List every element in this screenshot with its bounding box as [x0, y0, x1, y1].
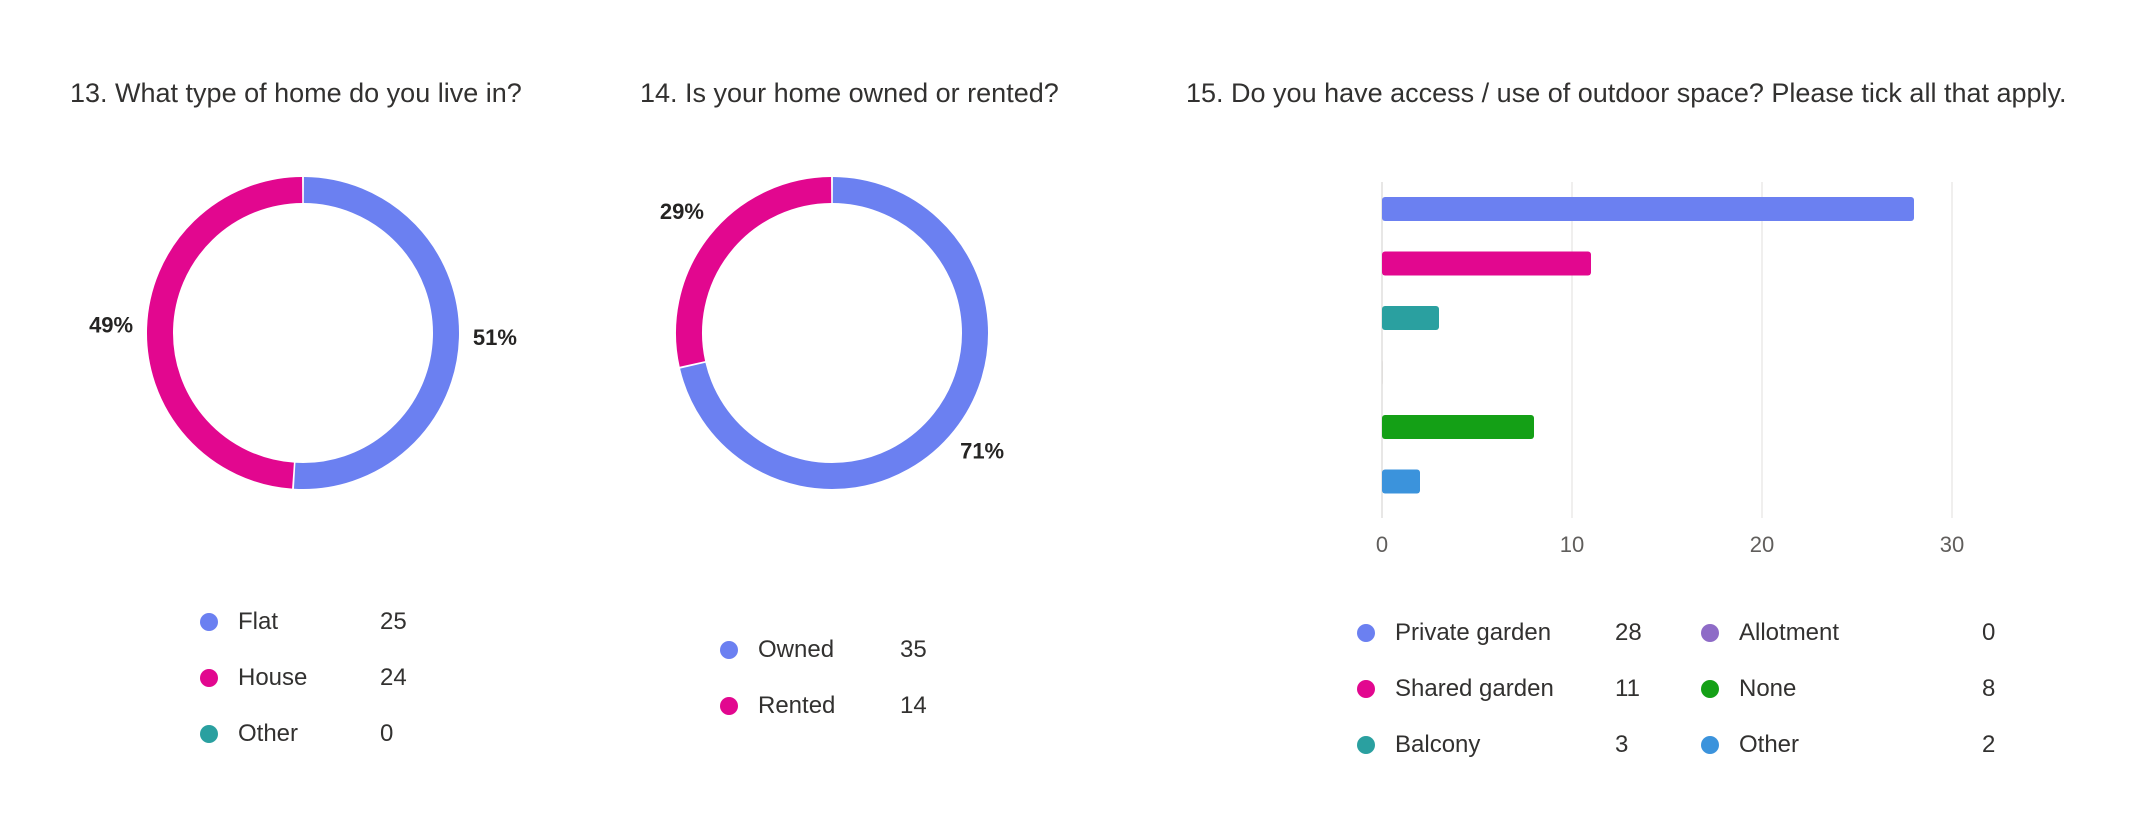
chart-title-outdoor-space: 15. Do you have access / use of outdoor … — [1186, 78, 2067, 108]
outdoor-legend-item-allotment[interactable]: Allotment 0 — [1701, 618, 1995, 648]
home-type-legend-item-flat[interactable]: Flat 25 — [200, 607, 407, 637]
legend-count: 0 — [1982, 619, 1996, 646]
ownership-slice-owned[interactable] — [680, 177, 988, 489]
legend-dot-icon — [200, 669, 218, 687]
chart-panel-outdoor-space: 15. Do you have access / use of outdoor … — [1180, 0, 2153, 813]
outdoor-legend-item-shared-garden[interactable]: Shared garden 11 — [1357, 674, 1640, 704]
bar-balcony[interactable] — [1382, 306, 1439, 330]
legend-dot-icon — [1701, 624, 1719, 642]
legend-count: 8 — [1982, 675, 1996, 702]
ownership-legend-item-rented[interactable]: Rented 14 — [720, 691, 927, 721]
ownership-legend-item-owned[interactable]: Owned 35 — [720, 635, 927, 665]
donut-chart-home-type: 51% 49% — [89, 177, 517, 489]
legend-count: 14 — [900, 692, 927, 719]
legend-dot-icon — [720, 641, 738, 659]
donut-chart-ownership: 71% 29% — [660, 177, 1004, 489]
legend-label: Flat — [238, 608, 279, 635]
legend-dot-icon — [1357, 624, 1375, 642]
legend-count: 11 — [1615, 675, 1640, 702]
x-tick-label-0: 0 — [1376, 532, 1388, 557]
legend-label: Rented — [758, 692, 836, 719]
legend-dot-icon — [200, 725, 218, 743]
chart-title-home-type: 13. What type of home do you live in? — [70, 78, 522, 108]
legend-label: Private garden — [1395, 619, 1552, 646]
legend-count: 28 — [1615, 619, 1642, 646]
home-type-legend-item-other[interactable]: Other 0 — [200, 719, 393, 749]
legend-label: Owned — [758, 636, 835, 663]
legend-count: 25 — [380, 608, 407, 635]
chart-panel-home-type: 13. What type of home do you live in? 51… — [0, 0, 640, 813]
legend-count: 24 — [380, 664, 407, 691]
bar-private-garden[interactable] — [1382, 197, 1914, 221]
chart-title-ownership: 14. Is your home owned or rented? — [640, 78, 1059, 108]
legend-dot-icon — [200, 613, 218, 631]
legend-label: Balcony — [1395, 731, 1481, 758]
home-type-slice-flat[interactable] — [293, 177, 459, 489]
ownership-slice-rented[interactable] — [676, 177, 832, 367]
legend-count: 0 — [380, 720, 394, 747]
x-tick-label-20: 20 — [1750, 532, 1774, 557]
outdoor-legend-item-none[interactable]: None 8 — [1701, 674, 1995, 704]
bar-shared-garden[interactable] — [1382, 251, 1591, 276]
legend-dot-icon — [1701, 736, 1719, 754]
bar-chart-outdoor-space: 0 10 20 30 — [1376, 182, 1964, 557]
outdoor-legend-item-balcony[interactable]: Balcony 3 — [1357, 730, 1628, 760]
legend-dot-icon — [720, 697, 738, 715]
legend-label: Other — [1739, 731, 1800, 758]
home-type-legend-item-house[interactable]: House 24 — [200, 663, 407, 693]
home-type-percent-label-house: 49% — [89, 313, 133, 338]
ownership-percent-label-owned: 71% — [960, 439, 1004, 464]
bar-allotment[interactable] — [1382, 360, 1383, 385]
legend-label: None — [1739, 675, 1797, 702]
bar-none[interactable] — [1382, 415, 1534, 439]
outdoor-legend-item-private-garden[interactable]: Private garden 28 — [1357, 618, 1642, 648]
chart-panel-ownership: 14. Is your home owned or rented? 71% 29%… — [640, 0, 1180, 813]
home-type-percent-label-flat: 51% — [473, 325, 517, 350]
legend-dot-icon — [1357, 736, 1375, 754]
ownership-percent-label-rented: 29% — [660, 199, 704, 224]
bar-other[interactable] — [1382, 469, 1420, 494]
legend-label: Other — [238, 720, 299, 747]
legend-label: Allotment — [1739, 619, 1840, 646]
x-tick-label-10: 10 — [1560, 532, 1584, 557]
legend-count: 3 — [1615, 731, 1629, 758]
legend-count: 2 — [1982, 731, 1996, 758]
legend-dot-icon — [1701, 680, 1719, 698]
outdoor-legend-item-other[interactable]: Other 2 — [1701, 730, 1995, 760]
legend-count: 35 — [900, 636, 927, 663]
legend-label: House — [238, 664, 308, 691]
home-type-slice-house[interactable] — [147, 177, 303, 489]
legend-dot-icon — [1357, 680, 1375, 698]
legend-label: Shared garden — [1395, 675, 1554, 702]
x-tick-label-30: 30 — [1940, 532, 1964, 557]
